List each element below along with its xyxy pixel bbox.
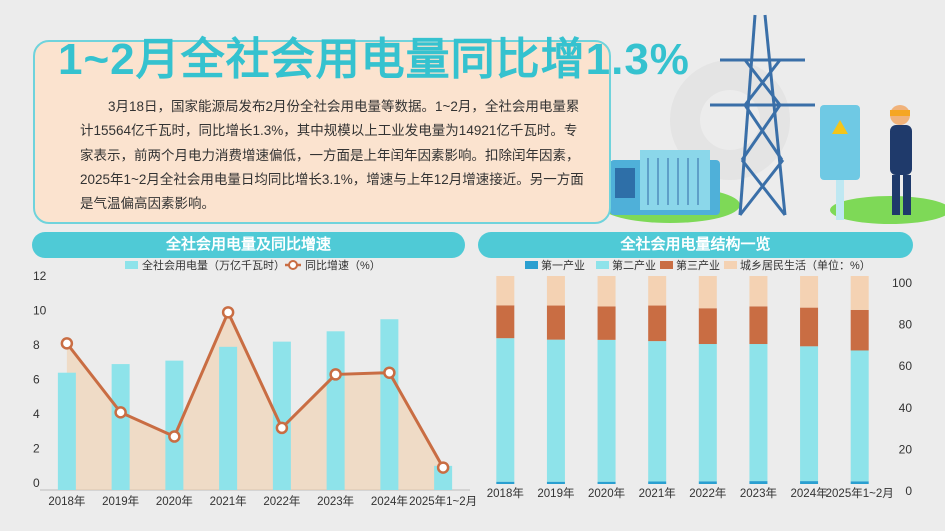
structure-bar-secondary — [749, 344, 768, 482]
growth-point — [221, 306, 235, 319]
y-tick-label: 40 — [899, 401, 913, 415]
structure-bar-residential — [749, 276, 768, 307]
structure-bar-secondary — [850, 350, 869, 482]
legend-swatch-residential — [724, 261, 737, 269]
structure-bar-secondary — [597, 339, 616, 482]
y-tick-label: 12 — [33, 269, 47, 283]
structure-bar-residential — [597, 276, 616, 307]
x-tick-label: 2023年 — [317, 494, 354, 508]
legend-label-secondary: 第二产业 — [612, 258, 656, 272]
legend-swatch-tertiary — [660, 261, 673, 269]
x-tick-label: 2023年 — [740, 486, 777, 500]
structure-bar-primary — [800, 481, 819, 484]
y-tick-label: 0 — [33, 476, 40, 490]
intro-card — [33, 40, 611, 224]
structure-bar-primary — [496, 481, 515, 484]
structure-bar-tertiary — [648, 305, 667, 342]
y-tick-label: 20 — [899, 442, 913, 456]
structure-bar-tertiary — [749, 306, 768, 345]
structure-bar-primary — [597, 481, 616, 484]
y-tick-label: 8 — [33, 338, 40, 352]
structure-bar-tertiary — [546, 305, 565, 340]
structure-bar-primary — [850, 481, 869, 484]
y-tick-label: 100 — [892, 276, 912, 290]
y-tick-label: 60 — [899, 359, 913, 373]
x-tick-label: 2025年1~2月 — [826, 486, 894, 500]
y-tick-label: 0 — [905, 484, 912, 498]
structure-bar-residential — [850, 276, 869, 310]
y-tick-label: 4 — [33, 407, 40, 421]
structure-bar-tertiary — [800, 307, 819, 347]
structure-bar-tertiary — [850, 309, 869, 351]
legend-marker-growth — [288, 260, 298, 270]
legend-label-growth: 同比增速（%） — [305, 258, 381, 272]
structure-bar-residential — [648, 276, 667, 306]
x-tick-label: 2019年 — [537, 486, 574, 500]
consumption-bar — [380, 319, 399, 490]
structure-bar-secondary — [800, 346, 819, 482]
structure-bar-residential — [698, 276, 717, 309]
y-tick-label: 6 — [33, 373, 40, 387]
structure-bar-secondary — [648, 341, 667, 482]
intro-paragraph: 3月18日，国家能源局发布2月份全社会用电量等数据。1~2月，全社会用电量累计1… — [80, 99, 584, 212]
structure-bar-tertiary — [698, 308, 717, 345]
growth-point — [114, 406, 127, 419]
legend-label-tertiary: 第三产业 — [676, 258, 720, 272]
structure-bar-primary — [546, 481, 565, 484]
power-tower-illustration — [600, 14, 945, 224]
growth-point — [383, 366, 396, 379]
page-title: 1~2月全社会用电量同比增1.3% — [58, 35, 690, 84]
growth-line — [65, 308, 445, 469]
structure-bar-primary — [698, 481, 717, 484]
growth-point — [168, 430, 181, 443]
x-tick-label: 2025年1~2月 — [409, 494, 477, 508]
structure-bar-primary — [749, 481, 768, 484]
x-tick-label: 2024年 — [371, 494, 408, 508]
legend-label-consumption: 全社会用电量（万亿千瓦时） — [142, 258, 285, 272]
structure-bar-residential — [496, 276, 515, 306]
x-tick-label: 2024年 — [791, 486, 828, 500]
x-tick-label: 2018年 — [48, 494, 85, 508]
structure-bar-secondary — [698, 344, 717, 482]
growth-point — [329, 368, 342, 381]
consumption-bar — [219, 346, 238, 490]
structure-bar-residential — [800, 276, 819, 308]
structure-bar-secondary — [546, 339, 565, 482]
growth-area — [66, 312, 444, 490]
growth-point — [275, 421, 289, 435]
structure-bar-residential — [546, 276, 565, 306]
legend-swatch-consumption — [125, 261, 138, 269]
structure-bar-tertiary — [496, 305, 515, 339]
structure-bar-tertiary — [597, 306, 616, 340]
chart-title-right: 全社会用电量结构一览 — [478, 232, 913, 258]
x-tick-label: 2021年 — [210, 494, 247, 508]
y-tick-label: 2 — [33, 442, 40, 456]
chart-title-left: 全社会用电量及同比增速 — [32, 232, 465, 258]
x-tick-label: 2018年 — [487, 486, 524, 500]
consumption-bar — [272, 341, 291, 490]
consumption-bar — [165, 360, 184, 490]
power-tower-icon — [710, 14, 815, 216]
x-tick-label: 2020年 — [156, 494, 193, 508]
x-tick-label: 2021年 — [639, 486, 676, 500]
y-tick-label: 10 — [33, 304, 47, 318]
consumption-bar — [111, 364, 130, 490]
legend-label-primary: 第一产业 — [541, 258, 585, 272]
x-tick-label: 2022年 — [263, 494, 300, 508]
legend-label-residential: 城乡居民生活（单位：%） — [740, 258, 871, 272]
x-tick-label: 2019年 — [102, 494, 139, 508]
x-tick-label: 2020年 — [588, 486, 625, 500]
x-tick-label: 2022年 — [689, 486, 726, 500]
growth-point — [60, 337, 74, 350]
structure-bar-secondary — [496, 338, 515, 482]
structure-bar-primary — [648, 481, 667, 484]
legend-swatch-secondary — [596, 261, 609, 269]
consumption-bar — [57, 372, 76, 490]
growth-point — [436, 461, 450, 474]
y-tick-label: 80 — [899, 318, 913, 332]
electric-cabinet-icon — [820, 105, 860, 180]
legend-swatch-primary — [525, 261, 538, 269]
